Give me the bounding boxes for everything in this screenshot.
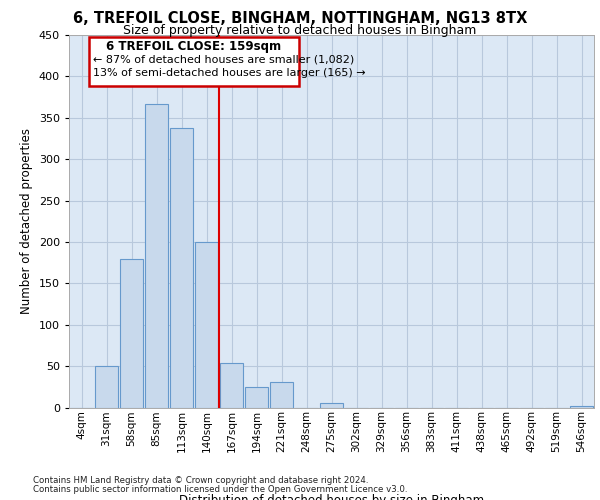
Text: 6, TREFOIL CLOSE, BINGHAM, NOTTINGHAM, NG13 8TX: 6, TREFOIL CLOSE, BINGHAM, NOTTINGHAM, N… [73,11,527,26]
Text: Contains HM Land Registry data © Crown copyright and database right 2024.: Contains HM Land Registry data © Crown c… [33,476,368,485]
Bar [569,406,593,407]
FancyBboxPatch shape [89,36,299,86]
Text: ← 87% of detached houses are smaller (1,082): ← 87% of detached houses are smaller (1,… [93,55,354,65]
Bar [245,387,268,407]
X-axis label: Distribution of detached houses by size in Bingham: Distribution of detached houses by size … [179,494,484,500]
Bar [194,242,218,408]
Bar [320,402,343,407]
Text: 6 TREFOIL CLOSE: 159sqm: 6 TREFOIL CLOSE: 159sqm [106,40,281,53]
Text: Size of property relative to detached houses in Bingham: Size of property relative to detached ho… [124,24,476,37]
Bar [145,104,169,408]
Bar [119,258,143,408]
Y-axis label: Number of detached properties: Number of detached properties [20,128,33,314]
Text: 13% of semi-detached houses are larger (165) →: 13% of semi-detached houses are larger (… [93,68,365,78]
Text: Contains public sector information licensed under the Open Government Licence v3: Contains public sector information licen… [33,485,407,494]
Bar [95,366,118,408]
Bar [269,382,293,407]
Bar [220,363,244,408]
Bar [170,128,193,407]
